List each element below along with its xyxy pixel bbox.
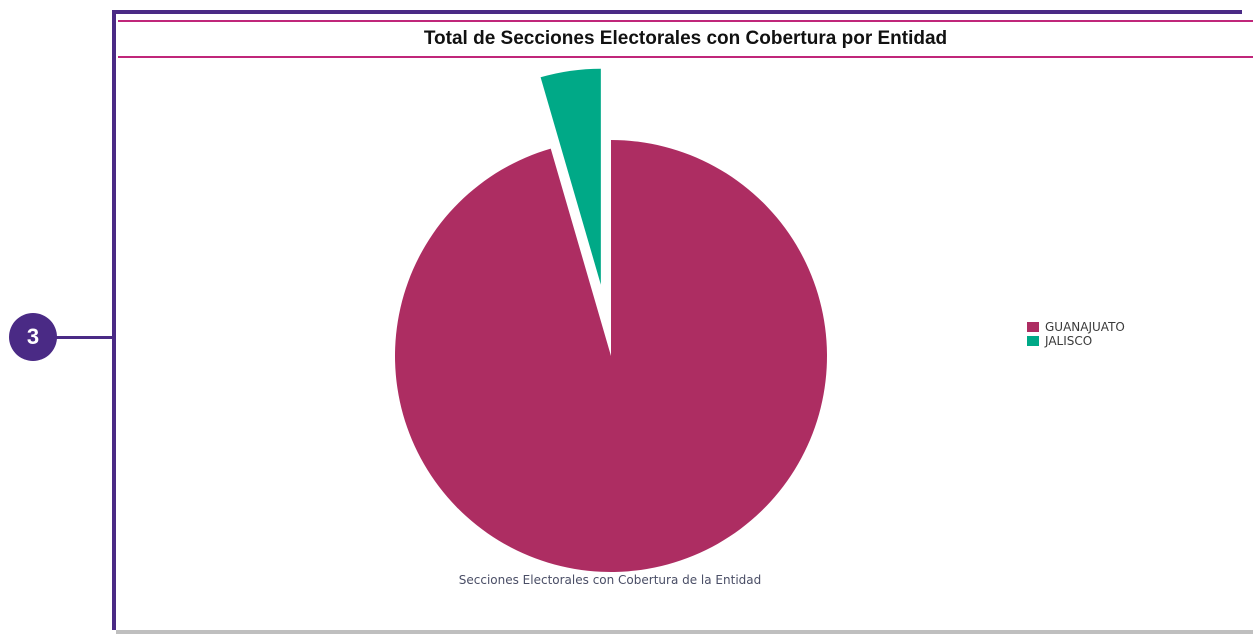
frame-bottom-edge: [116, 630, 1253, 634]
legend-item-jalisco: JALISCO: [1027, 334, 1125, 348]
callout-connector-line: [55, 336, 115, 339]
legend-item-guanajuato: GUANAJUATO: [1027, 320, 1125, 334]
callout-number-badge: 3: [9, 313, 57, 361]
callout-number: 3: [26, 324, 40, 349]
legend-label: GUANAJUATO: [1045, 320, 1125, 334]
chart-legend: GUANAJUATO JALISCO: [1027, 320, 1125, 348]
chart-title-bar: Total de Secciones Electorales con Cober…: [118, 20, 1253, 58]
pie-caption: Secciones Electorales con Cobertura de l…: [458, 573, 762, 587]
chart-title: Total de Secciones Electorales con Cober…: [423, 28, 948, 49]
chart-frame: [112, 10, 1242, 630]
pie-slice-guanajuato: [395, 140, 827, 572]
pie-slice-jalisco: [540, 68, 601, 285]
legend-swatch: [1027, 322, 1039, 332]
legend-swatch: [1027, 336, 1039, 346]
legend-label: JALISCO: [1045, 334, 1093, 348]
